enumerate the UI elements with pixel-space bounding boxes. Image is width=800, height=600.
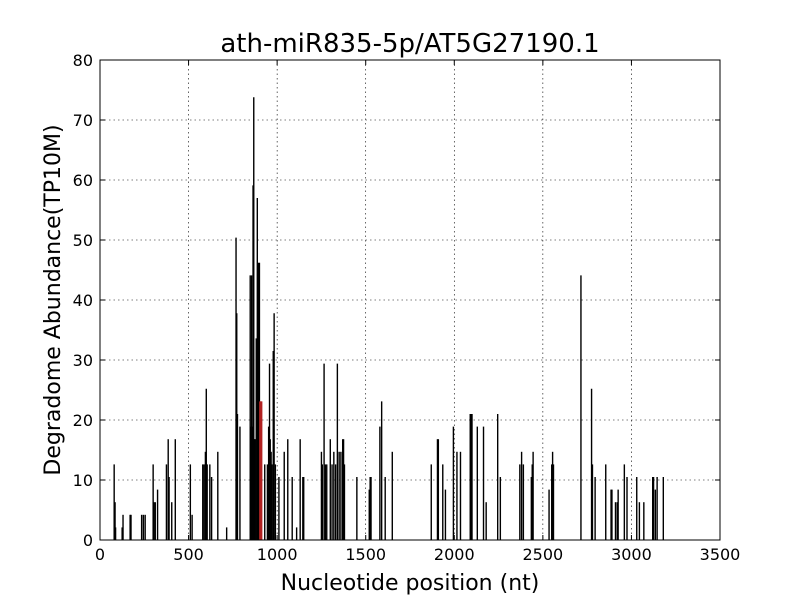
y-axis-label: Degradome Abundance(TP10M) — [41, 124, 66, 475]
y-tick-label: 30 — [73, 351, 93, 370]
x-tick-label: 500 — [173, 545, 204, 564]
y-tick-label: 40 — [73, 291, 93, 310]
ticks-layer: 0 500 1000 1500 2000 2500 3000 3500 0 10 20 30 40 50 6… — [73, 51, 741, 564]
x-tick-label: 2000 — [434, 545, 475, 564]
y-tick-label: 0 — [83, 531, 93, 550]
x-tick-label: 3500 — [700, 545, 741, 564]
chart-title: ath-miR835-5p/AT5G27190.1 — [220, 29, 599, 59]
x-tick-label: 3000 — [611, 545, 652, 564]
x-tick-label: 1500 — [345, 545, 386, 564]
y-tick-label: 80 — [73, 51, 93, 70]
x-tick-label: 0 — [95, 545, 105, 564]
x-tick-label: 1000 — [257, 545, 298, 564]
y-tick-label: 10 — [73, 471, 93, 490]
grid-layer — [100, 60, 720, 540]
y-tick-label: 50 — [73, 231, 93, 250]
y-tick-label: 70 — [73, 111, 93, 130]
bars-layer — [113, 97, 665, 540]
x-tick-label: 2500 — [522, 545, 563, 564]
y-tick-label: 20 — [73, 411, 93, 430]
x-axis-label: Nucleotide position (nt) — [281, 571, 540, 596]
plot-area — [100, 60, 720, 540]
y-tick-label: 60 — [73, 171, 93, 190]
